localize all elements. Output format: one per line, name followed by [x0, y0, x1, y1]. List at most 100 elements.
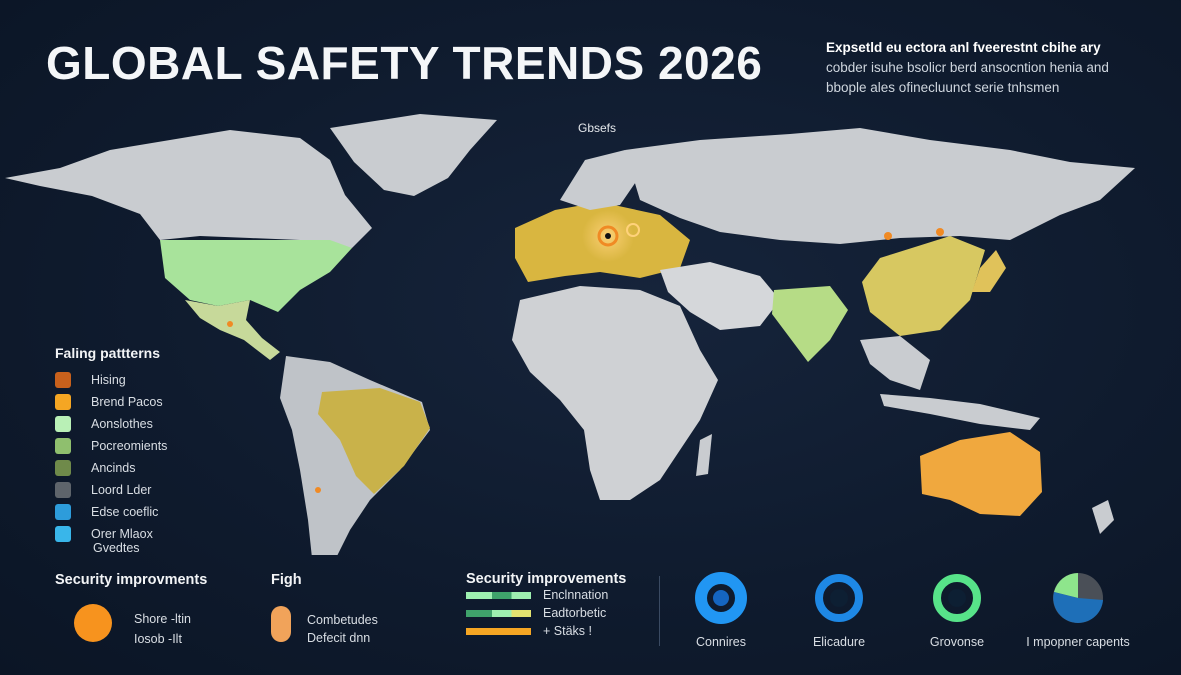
hotspot-asia[interactable] [884, 232, 892, 240]
southeast-asia [860, 336, 930, 390]
description-line: cobder isuhe bsolicr berd ansocntion hen… [826, 60, 1109, 75]
legend-item: Pocreomients [55, 435, 167, 457]
legend-label: Edse coeflic [91, 505, 159, 519]
legend-items: Hising Brend Pacos Aonslothes Pocreomients A… [55, 369, 167, 545]
donut-chart: Grovonse [897, 572, 1017, 649]
map-label: Gbsefs [578, 121, 617, 135]
legend-item: Ancinds [55, 457, 167, 479]
security-right-title: Security improvements [466, 571, 627, 587]
security-bar [466, 609, 531, 617]
hotspot-europe-outer[interactable] [626, 223, 640, 237]
legend-label: Orer Mlaox [91, 527, 153, 541]
hotspot-europe[interactable] [597, 225, 619, 247]
donut-core [713, 590, 729, 606]
donut-label: I mpopner capents [1026, 635, 1130, 649]
middle-east [660, 262, 780, 330]
world-map [5, 114, 1135, 555]
figure-title: Figh [271, 572, 302, 588]
donut-label: Grovonse [929, 635, 985, 649]
legend-swatch [55, 504, 71, 520]
madagascar [696, 434, 712, 476]
donut-label: Elicadure [812, 635, 866, 649]
donut-chart: Elicadure [779, 572, 899, 649]
legend-swatch [55, 460, 71, 476]
central-america [185, 300, 280, 360]
legend-label: Hising [91, 373, 126, 387]
legend-item: Edse coeflic [55, 501, 167, 523]
legend: Faling pattterns Hising Brend Pacos Aonslo… [55, 345, 167, 555]
legend-swatch [55, 394, 71, 410]
security-left-title: Security improvments [55, 572, 208, 588]
legend-title: Faling pattterns [55, 345, 161, 361]
security-bar-label: Eadtorbetic [543, 606, 607, 620]
donut-core [948, 589, 966, 607]
legend-item: Hising [55, 369, 167, 391]
legend-label: Aonslothes [91, 417, 153, 431]
donut-ring [695, 572, 747, 624]
donut-chart: I mpopner capents [1018, 572, 1138, 649]
legend-item: Aonslothes [55, 413, 167, 435]
legend-label: Brend Pacos [91, 395, 163, 409]
japan [972, 250, 1006, 292]
legend-sub: Gvedtes [93, 541, 140, 555]
donut-icon [815, 574, 863, 622]
donut-ring [815, 574, 863, 622]
figure-line: Defecit dnn [307, 631, 371, 645]
page-title: GLOBAL SAFETY TRENDS 2026 [46, 37, 763, 89]
legend-label: Loord Lder [91, 483, 152, 497]
legend-item: Orer Mlaox [55, 523, 167, 545]
security-bar-row: Enclnnation [466, 588, 608, 602]
africa [512, 286, 718, 500]
legend-item: Brend Pacos [55, 391, 167, 413]
hotspot-sa[interactable] [315, 487, 321, 493]
security-bar [466, 591, 531, 599]
pie-slice [1054, 573, 1078, 598]
china [862, 236, 985, 336]
security-bar-row: + Stäks ! [466, 624, 592, 638]
figure-text: Combetudes Defecit dnn [307, 611, 378, 647]
scandinavia [560, 150, 640, 210]
security-bar-label: + Stäks ! [543, 624, 592, 638]
usa [160, 240, 352, 312]
description-line: Expsetld eu ectora anl fveerestnt cbihe … [826, 40, 1101, 55]
security-left-line: Iosob -Ilt [134, 632, 182, 646]
indonesia [880, 394, 1040, 430]
donut-icon [695, 572, 747, 624]
donut-icon [1053, 573, 1103, 624]
security-left-dot [74, 604, 112, 642]
donut-icon [933, 574, 981, 622]
legend-label: Pocreomients [91, 439, 168, 453]
greenland [330, 114, 497, 196]
legend-swatch [55, 482, 71, 498]
india [772, 286, 848, 362]
divider [659, 576, 660, 646]
security-left-line: Shore -ltin [134, 612, 191, 626]
legend-item: Loord Lder [55, 479, 167, 501]
security-bar-row: Eadtorbetic [466, 606, 606, 620]
donut-chart: Connires [661, 572, 781, 649]
donut-label: Connires [695, 635, 747, 649]
legend-swatch [55, 372, 71, 388]
description-line: bbople ales ofinecluunct serie tnhsmen [826, 80, 1060, 95]
figure-pill [271, 606, 291, 642]
security-left-text: Shore -ltin Iosob -Ilt [134, 609, 191, 649]
brazil [318, 388, 430, 494]
security-bar [466, 627, 531, 635]
donut-ring [933, 574, 981, 622]
hotspot-mexico[interactable] [227, 321, 233, 327]
header-description: Expsetld eu ectora anl fveerestnt cbihe … [826, 38, 1146, 98]
asia-north [625, 128, 1135, 244]
legend-swatch [55, 438, 71, 454]
legend-swatch [55, 526, 71, 542]
hotspot-europe-core [605, 233, 611, 239]
australia [920, 432, 1042, 516]
hotspot-asia-east[interactable] [936, 228, 944, 236]
legend-swatch [55, 416, 71, 432]
legend-label: Ancinds [91, 461, 136, 475]
donut-core [830, 589, 848, 607]
pie-slice [1053, 592, 1103, 624]
figure-line: Combetudes [307, 613, 378, 627]
security-bar-label: Enclnnation [543, 588, 609, 602]
new-zealand [1092, 500, 1114, 534]
north-america-north [5, 130, 372, 248]
